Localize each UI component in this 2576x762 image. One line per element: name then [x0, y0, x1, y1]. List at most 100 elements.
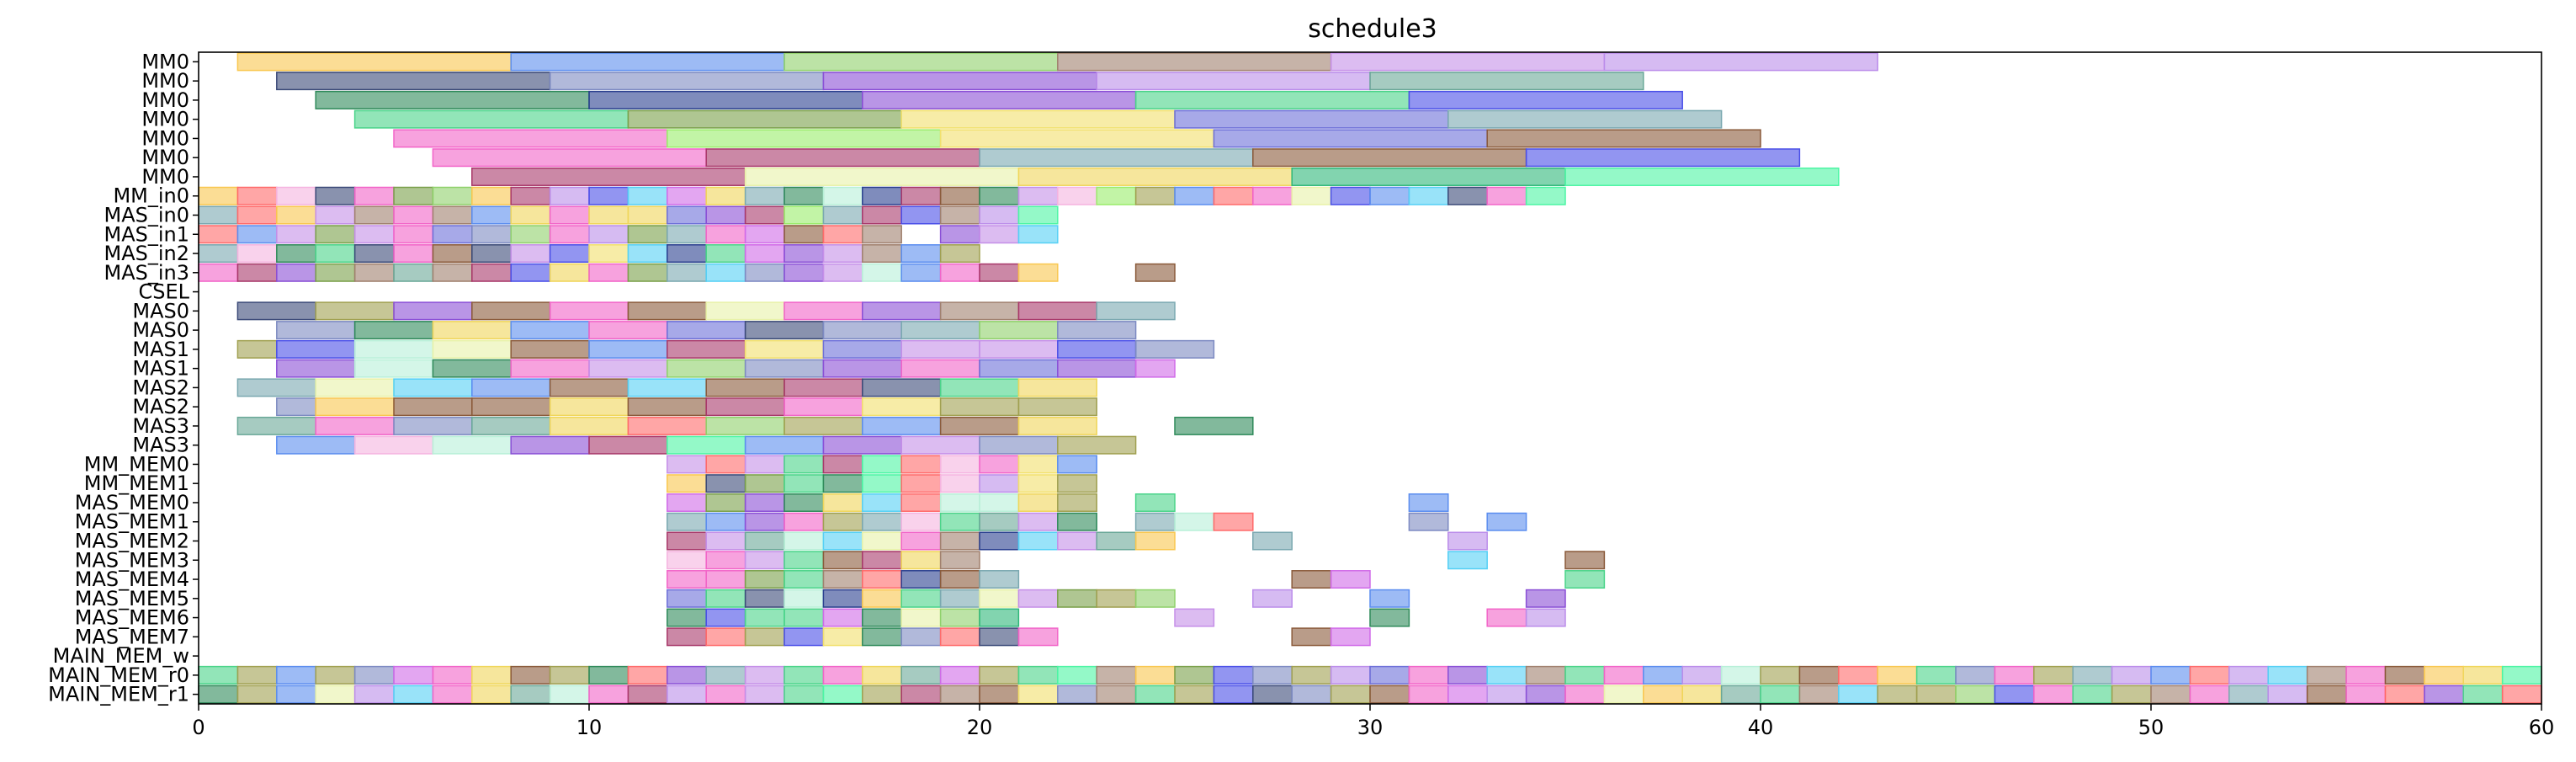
- task-bar-row11-10: [588, 263, 629, 282]
- task-bar-row28-14: [1369, 589, 1410, 608]
- task-bar-row33-33: [1486, 685, 1527, 704]
- task-bar-row14-0: [276, 321, 356, 340]
- task-bar-row15-2: [353, 339, 434, 359]
- task-bar-row5-3: [1252, 148, 1527, 168]
- task-bar-row32-28: [1291, 665, 1332, 685]
- task-bar-row8-13: [705, 205, 746, 225]
- task-bar-row19-0: [236, 416, 316, 435]
- task-bar-row33-18: [900, 685, 942, 704]
- task-bar-row33-44: [1915, 685, 1957, 704]
- task-bar-row26-5: [862, 551, 902, 570]
- task-bar-row27-7: [939, 570, 980, 589]
- task-bar-row32-2: [276, 665, 316, 685]
- task-bar-row28-9: [1017, 589, 1059, 608]
- task-bar-row32-37: [1643, 665, 1683, 685]
- task-bar-row10-8: [510, 244, 551, 264]
- task-bar-row9-10: [588, 225, 629, 244]
- task-bar-row25-14: [1447, 531, 1488, 551]
- task-bar-row13-11: [1096, 301, 1176, 321]
- task-bar-row32-27: [1252, 665, 1293, 685]
- task-bar-row23-5: [862, 493, 902, 512]
- task-bar-row15-4: [510, 339, 590, 359]
- task-bar-row19-1: [315, 416, 395, 435]
- task-bar-row33-51: [2189, 685, 2230, 704]
- task-bar-row33-54: [2306, 685, 2347, 704]
- task-bar-row16-11: [1134, 359, 1176, 378]
- task-bar-row8-11: [627, 205, 668, 225]
- task-bar-row8-17: [862, 205, 902, 225]
- task-bar-row20-1: [353, 435, 434, 455]
- task-bar-row20-2: [432, 435, 512, 455]
- task-bar-row28-12: [1134, 589, 1176, 608]
- task-bar-row17-1: [315, 378, 395, 397]
- task-bar-row30-7: [939, 627, 980, 647]
- task-bar-row32-3: [315, 665, 356, 685]
- task-bar-row22-3: [783, 474, 825, 493]
- task-bar-row32-11: [627, 665, 668, 685]
- task-bar-row33-26: [1213, 685, 1254, 704]
- task-bar-row32-43: [1877, 665, 1918, 685]
- y-tick-label: MAS0: [132, 299, 189, 322]
- task-bar-row23-8: [979, 493, 1020, 512]
- task-bar-row24-4: [822, 512, 863, 531]
- y-tick-label: MAS1: [132, 357, 189, 381]
- y-tick-label: MM0: [141, 69, 189, 93]
- task-bar-row17-4: [549, 378, 629, 397]
- task-bar-row3-4: [1447, 109, 1723, 129]
- y-tick-label: MAS_MEM4: [75, 568, 189, 591]
- task-bar-row21-0: [667, 455, 707, 474]
- task-bar-row33-57: [2424, 685, 2464, 704]
- task-bar-row32-59: [2501, 665, 2542, 685]
- task-bar-row28-13: [1252, 589, 1293, 608]
- task-bar-row23-12: [1408, 493, 1449, 512]
- task-bar-row25-6: [900, 531, 942, 551]
- task-bar-row26-6: [900, 551, 942, 570]
- y-tick-label: MM0: [141, 146, 189, 169]
- task-bar-row33-21: [1017, 685, 1059, 704]
- task-bar-row23-6: [900, 493, 942, 512]
- y-tick-label: MAS_MEM5: [75, 587, 189, 610]
- task-bar-row10-2: [276, 244, 316, 264]
- task-bar-row26-1: [705, 551, 746, 570]
- task-bar-row32-23: [1096, 665, 1137, 685]
- task-bar-row8-15: [783, 205, 825, 225]
- task-bar-row15-0: [236, 339, 278, 359]
- task-bar-row21-9: [1017, 455, 1059, 474]
- task-bar-row15-6: [667, 339, 746, 359]
- task-bar-row28-4: [822, 589, 863, 608]
- task-bar-row20-7: [822, 435, 902, 455]
- task-bar-row14-4: [588, 321, 668, 340]
- task-bar-row28-1: [705, 589, 746, 608]
- task-bar-row29-6: [900, 608, 942, 627]
- task-bar-row17-2: [393, 378, 473, 397]
- task-bar-row32-38: [1681, 665, 1723, 685]
- task-bar-row8-12: [667, 205, 707, 225]
- task-bar-row33-35: [1564, 685, 1606, 704]
- task-bar-row19-11: [1174, 416, 1254, 435]
- task-bar-row13-8: [862, 301, 942, 321]
- task-bar-row1-4: [1369, 72, 1644, 91]
- task-bar-row25-7: [939, 531, 980, 551]
- task-bar-row33-30: [1369, 685, 1410, 704]
- task-bar-row7-8: [510, 186, 551, 205]
- task-bar-row32-21: [1017, 665, 1059, 685]
- task-bar-row28-2: [744, 589, 785, 608]
- task-bar-row1-0: [276, 72, 551, 91]
- task-bar-row7-22: [1057, 186, 1097, 205]
- task-bar-row19-6: [705, 416, 785, 435]
- task-bar-row27-4: [822, 570, 863, 589]
- task-bar-row32-53: [2267, 665, 2308, 685]
- task-bar-row16-10: [1057, 359, 1137, 378]
- y-tick-label: MM0: [141, 165, 189, 189]
- task-bar-row14-6: [744, 321, 825, 340]
- task-bar-row18-0: [276, 397, 316, 417]
- task-bar-row15-12: [1134, 339, 1215, 359]
- task-bar-row11-12: [667, 263, 707, 282]
- task-bar-row33-2: [276, 685, 316, 704]
- task-bar-row25-9: [1017, 531, 1059, 551]
- task-bar-row11-6: [432, 263, 473, 282]
- task-bar-row33-45: [1955, 685, 1996, 704]
- task-bar-row33-40: [1760, 685, 1801, 704]
- task-bar-row10-13: [705, 244, 746, 264]
